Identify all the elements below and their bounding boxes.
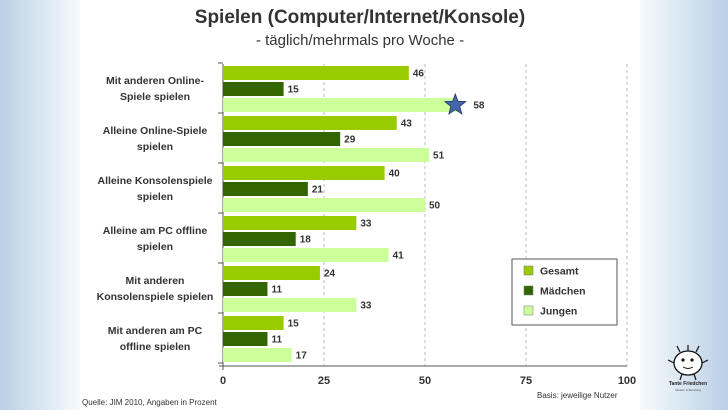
legend-swatch-mädchen xyxy=(523,285,534,296)
logo-name: Tante Friedchen xyxy=(668,381,708,387)
category-label: spielen xyxy=(137,191,173,203)
category-label: Alleine Konsolenspiele xyxy=(98,175,213,187)
mascot-icon xyxy=(667,345,709,381)
bar-jungen xyxy=(223,198,425,212)
x-tick-label: 100 xyxy=(618,375,636,387)
data-label: 58 xyxy=(473,101,485,112)
bar-mädchen xyxy=(223,132,341,146)
logo: Tante Friedchen Medien & Beratung xyxy=(658,343,718,403)
bar-mädchen xyxy=(223,182,308,196)
data-label: 18 xyxy=(300,235,312,246)
legend-label: Gesamt xyxy=(540,266,579,278)
bar-gesamt xyxy=(223,166,385,180)
slide-background-left xyxy=(0,0,80,410)
x-tick-label: 50 xyxy=(419,375,431,387)
legend-swatch-gesamt xyxy=(523,265,534,276)
category-label: Mit anderen Online- xyxy=(106,75,205,87)
bar-jungen xyxy=(223,98,458,112)
data-label: 15 xyxy=(288,85,300,96)
bar-jungen xyxy=(223,298,357,312)
legend-label: Jungen xyxy=(540,306,577,318)
category-label: Alleine am PC offline xyxy=(103,225,208,237)
x-tick-label: 0 xyxy=(220,375,226,387)
data-label: 40 xyxy=(389,169,401,180)
category-label: offline spielen xyxy=(120,341,191,353)
data-label: 17 xyxy=(296,351,308,362)
bar-gesamt xyxy=(223,316,284,330)
category-label: spielen xyxy=(137,241,173,253)
chart-title: Spielen (Computer/Internet/Konsole) xyxy=(194,7,526,28)
x-tick-label: 25 xyxy=(318,375,330,387)
slide-background-right xyxy=(640,0,728,410)
category-label: Konsolenspiele spielen xyxy=(97,291,214,303)
data-label: 33 xyxy=(360,219,372,230)
slide: Spielen (Computer/Internet/Konsole) - tä… xyxy=(80,0,640,410)
bar-gesamt xyxy=(223,66,409,80)
category-label: Mit anderen am PC xyxy=(108,325,203,337)
basis-note: Basis: jeweilige Nutzer xyxy=(537,391,618,400)
bar-mädchen xyxy=(223,282,268,296)
bar-mädchen xyxy=(223,82,284,96)
data-label: 46 xyxy=(413,69,425,80)
legend-label: Mädchen xyxy=(540,286,586,298)
category-label: Alleine Online-Spiele xyxy=(103,125,208,137)
legend-swatch-jungen xyxy=(523,305,534,316)
category-label: Mit anderen xyxy=(126,275,185,287)
source-note: Quelle: JIM 2010, Angaben in Prozent xyxy=(82,398,217,407)
data-label: 33 xyxy=(360,301,372,312)
bar-gesamt xyxy=(223,266,320,280)
data-label: 11 xyxy=(271,285,282,296)
data-label: 29 xyxy=(344,135,356,146)
data-label: 51 xyxy=(433,151,445,162)
bar-gesamt xyxy=(223,116,397,130)
logo-subtitle: Medien & Beratung xyxy=(675,388,701,392)
data-label: 41 xyxy=(393,251,405,262)
x-tick-label: 75 xyxy=(520,375,532,387)
bar-gesamt xyxy=(223,216,357,230)
bar-jungen xyxy=(223,348,292,362)
highlight-star-icon xyxy=(443,92,467,115)
data-label: 21 xyxy=(312,185,324,196)
bar-jungen xyxy=(223,148,430,162)
category-label: spielen xyxy=(137,141,173,153)
data-label: 11 xyxy=(271,335,282,346)
data-label: 24 xyxy=(324,269,336,280)
category-label: Spiele spielen xyxy=(120,91,190,103)
bar-mädchen xyxy=(223,332,268,346)
data-label: 50 xyxy=(429,201,441,212)
bar-mädchen xyxy=(223,232,296,246)
chart-subtitle: - täglich/mehrmals pro Woche - xyxy=(255,32,465,49)
bar-jungen xyxy=(223,248,389,262)
data-label: 15 xyxy=(288,319,300,330)
data-label: 43 xyxy=(401,119,413,130)
